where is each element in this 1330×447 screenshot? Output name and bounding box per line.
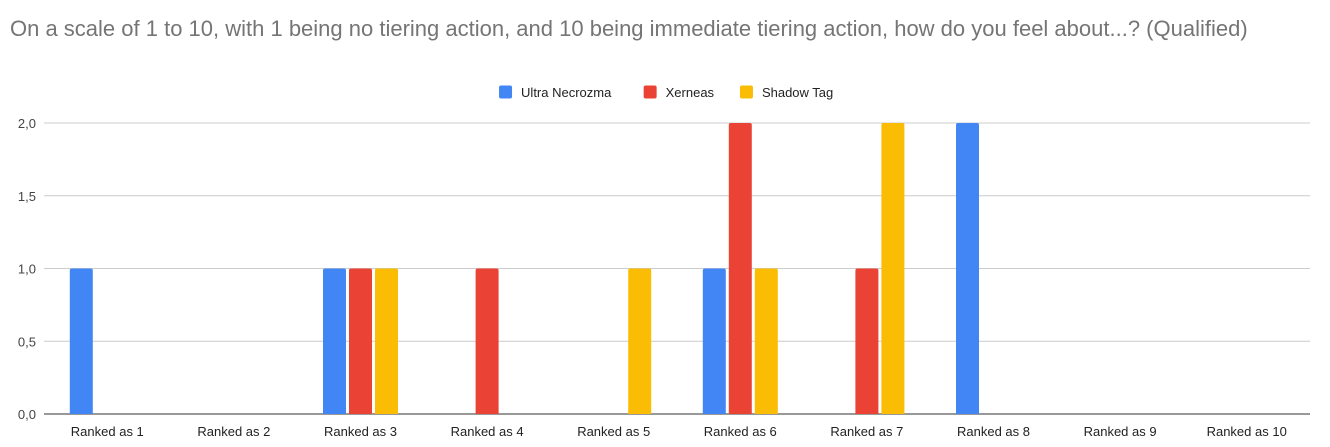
y-axis-tick-labels: 0,0 0,5 1,0 1,5 2,0 xyxy=(18,116,36,422)
y-tick-label: 1,0 xyxy=(18,262,36,277)
legend-swatch xyxy=(499,85,513,99)
x-tick-label: Ranked as 7 xyxy=(830,424,903,439)
y-tick-label: 0,5 xyxy=(18,334,36,349)
x-tick-label: Ranked as 8 xyxy=(957,424,1030,439)
x-tick-label: Ranked as 5 xyxy=(577,424,650,439)
bar[interactable] xyxy=(702,268,726,415)
x-axis-tick-labels: Ranked as 1 Ranked as 2 Ranked as 3 Ranked … xyxy=(71,424,1287,439)
bar[interactable] xyxy=(956,123,979,414)
chart-title: On a scale of 1 to 10, with 1 being no t… xyxy=(10,16,1248,41)
legend-item[interactable]: Shadow Tag xyxy=(739,85,833,100)
bar[interactable] xyxy=(349,268,372,415)
legend-label: Xerneas xyxy=(666,85,715,100)
bar[interactable] xyxy=(728,123,752,414)
legend-item[interactable]: Ultra Necrozma xyxy=(499,85,612,100)
bar[interactable] xyxy=(375,268,398,415)
x-tick-label: Ranked as 4 xyxy=(451,424,524,439)
x-tick-label: Ranked as 10 xyxy=(1207,424,1287,439)
bar[interactable] xyxy=(475,268,499,415)
legend-swatch xyxy=(643,85,657,99)
bar[interactable] xyxy=(69,268,93,415)
bar[interactable] xyxy=(323,268,346,415)
legend-swatch xyxy=(739,85,753,99)
gridlines xyxy=(44,122,1310,415)
bars xyxy=(69,123,979,415)
x-tick-label: Ranked as 6 xyxy=(704,424,777,439)
bar[interactable] xyxy=(881,123,905,414)
legend-item[interactable]: Xerneas xyxy=(643,85,715,100)
bar[interactable] xyxy=(855,268,879,415)
bar[interactable] xyxy=(754,268,778,415)
x-tick-label: Ranked as 2 xyxy=(197,424,270,439)
legend[interactable]: Ultra Necrozma Xerneas Shadow Tag xyxy=(499,85,833,100)
y-tick-label: 2,0 xyxy=(18,116,36,131)
legend-label: Ultra Necrozma xyxy=(521,85,612,100)
legend-label: Shadow Tag xyxy=(762,85,833,100)
y-tick-label: 1,5 xyxy=(18,189,36,204)
x-tick-label: Ranked as 3 xyxy=(324,424,397,439)
x-tick-label: Ranked as 9 xyxy=(1084,424,1157,439)
bar[interactable] xyxy=(628,268,652,415)
y-tick-label: 0,0 xyxy=(18,407,36,422)
x-tick-label: Ranked as 1 xyxy=(71,424,144,439)
